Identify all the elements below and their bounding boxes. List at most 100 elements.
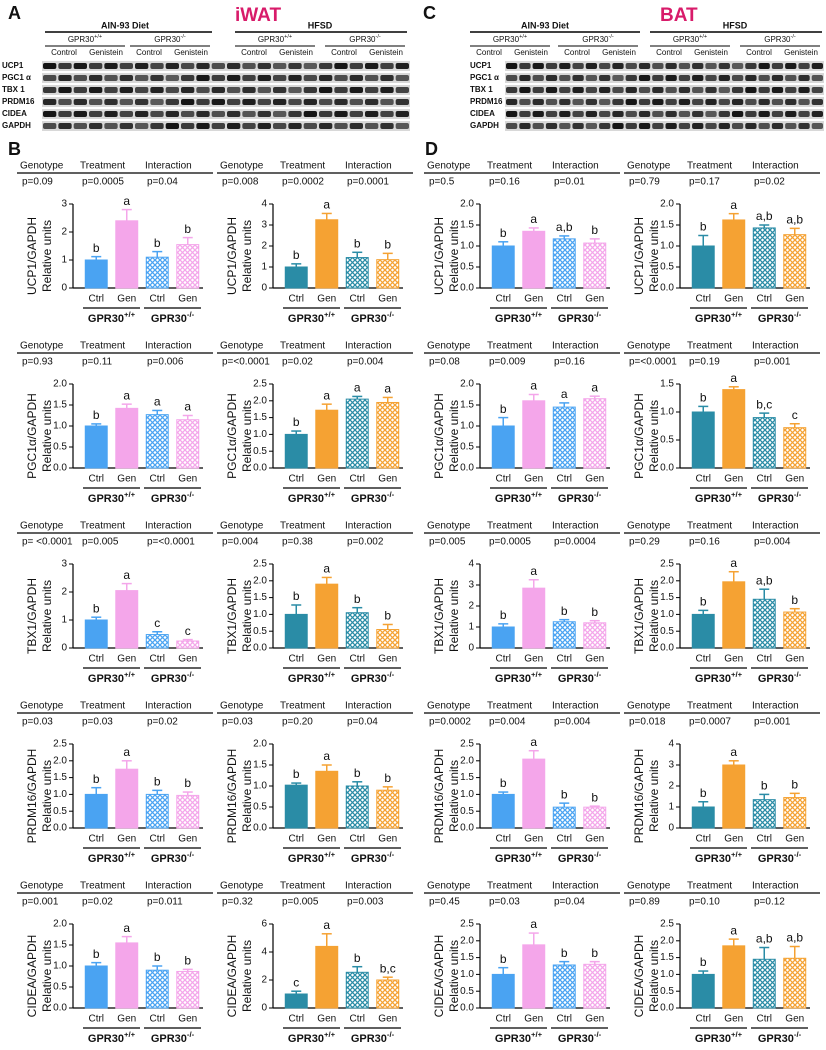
- p-value: p=0.003: [347, 897, 384, 908]
- blot-band: [785, 111, 797, 117]
- x-tick-label: Ctrl: [88, 654, 104, 665]
- blot-band: [545, 63, 558, 69]
- y-tick-label: 1.5: [460, 952, 474, 963]
- blot-band: [365, 63, 379, 69]
- significance-letter: b: [293, 415, 300, 429]
- x-tick-label: Ctrl: [556, 654, 572, 665]
- blot-band: [811, 63, 823, 69]
- bar: [84, 619, 108, 649]
- p-value: p=0.02: [282, 357, 313, 368]
- x-tick-label: Gen: [378, 294, 397, 305]
- genotype-label: GPR30+/+: [88, 310, 136, 325]
- y-tick-label: 0.0: [253, 463, 267, 474]
- genotype-label: GPR30+/+: [495, 490, 543, 505]
- bar: [522, 758, 546, 829]
- significance-letter: b: [700, 595, 707, 609]
- y-tick-label: 1.0: [253, 609, 267, 620]
- y-tick-label: 2.0: [460, 755, 474, 766]
- blot-band: [545, 111, 558, 117]
- protein-label: PRDM16: [470, 97, 503, 106]
- blot-band: [380, 111, 394, 117]
- bar: [376, 401, 400, 469]
- p-value: p=0.04: [347, 717, 378, 728]
- protein-label: GAPDH: [470, 121, 499, 130]
- y-tick-label: 0.0: [253, 643, 267, 654]
- genotype-label: GPR30-/-: [758, 490, 802, 505]
- blot-band: [678, 75, 691, 81]
- blot-band: [196, 99, 210, 105]
- significance-letter: b: [700, 955, 707, 969]
- blot-band: [89, 75, 103, 81]
- stats-label: Interaction: [552, 881, 599, 892]
- significance-letter: b: [93, 241, 100, 255]
- stats-label: Treatment: [687, 161, 732, 172]
- bar: [691, 411, 715, 469]
- x-tick-label: Ctrl: [756, 654, 772, 665]
- p-value: p=0.0007: [689, 717, 731, 728]
- y-axis-label: CIDEA/GAPDH: [632, 935, 646, 1018]
- stats-label: Interaction: [345, 161, 392, 172]
- y-tick-label: 2: [261, 975, 267, 986]
- significance-letter: b: [591, 605, 598, 619]
- x-tick-label: Ctrl: [349, 654, 365, 665]
- blot-band: [319, 99, 333, 105]
- p-value: p=0.02: [147, 717, 178, 728]
- blot-band: [334, 99, 348, 105]
- blot-band: [811, 99, 823, 105]
- y-axis-label: PGC1α/GAPDH: [432, 393, 446, 479]
- stats-label: Genotype: [220, 701, 264, 712]
- blot-band: [785, 87, 797, 93]
- blot-band: [731, 87, 744, 93]
- genotype-label: GPR30+/+: [68, 35, 102, 44]
- blot-band: [665, 99, 677, 105]
- genotype-label: GPR30+/+: [695, 310, 743, 325]
- blot-band: [731, 75, 744, 81]
- bar: [315, 945, 339, 1009]
- blot-band: [242, 75, 256, 81]
- stats-label: Genotype: [427, 521, 471, 532]
- y-axis-label: Relative units: [40, 400, 54, 472]
- tissue-title: BAT: [660, 5, 698, 26]
- significance-letter: b: [293, 248, 300, 262]
- blot-band: [652, 99, 664, 105]
- x-tick-label: Gen: [724, 1014, 743, 1025]
- blot-band: [798, 87, 810, 93]
- y-axis-label: Relative units: [647, 580, 661, 652]
- bar: [345, 257, 369, 289]
- blot-band: [519, 111, 531, 117]
- blot-band: [665, 75, 677, 81]
- x-tick-label: Ctrl: [495, 654, 511, 665]
- y-tick-label: 1: [668, 802, 674, 813]
- y-tick-label: 1.0: [53, 421, 67, 432]
- stats-label: Treatment: [280, 701, 325, 712]
- y-tick-label: 2.0: [53, 379, 67, 390]
- stats-label: Interaction: [345, 701, 392, 712]
- p-value: p=0.005: [282, 897, 319, 908]
- treatment-label: Control: [564, 48, 590, 57]
- y-tick-label: 0: [61, 283, 67, 294]
- blot-band: [104, 123, 118, 129]
- y-axis-label: UCP1/GAPDH: [632, 217, 646, 295]
- blot-band: [242, 99, 256, 105]
- blot-band: [519, 87, 531, 93]
- x-tick-label: Gen: [178, 654, 197, 665]
- blot-band: [625, 99, 637, 105]
- significance-letter: b: [700, 786, 707, 800]
- y-tick-label: 1.5: [660, 220, 674, 231]
- bar: [752, 799, 776, 829]
- blot-band: [545, 87, 558, 93]
- x-tick-label: Gen: [785, 654, 804, 665]
- x-tick-label: Ctrl: [695, 1014, 711, 1025]
- bar: [315, 770, 339, 829]
- blot-band: [532, 111, 544, 117]
- significance-letter: b,c: [756, 397, 772, 411]
- blot-band: [506, 63, 518, 69]
- blot-band: [227, 123, 241, 129]
- y-axis-label: CIDEA/GAPDH: [25, 935, 39, 1018]
- blot-band: [625, 75, 637, 81]
- genotype-label: GPR30+/+: [88, 1030, 136, 1045]
- blot-band: [532, 99, 544, 105]
- blot-band: [545, 99, 558, 105]
- blot-band: [758, 111, 770, 117]
